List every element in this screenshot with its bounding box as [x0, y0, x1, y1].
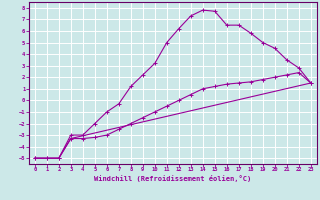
- X-axis label: Windchill (Refroidissement éolien,°C): Windchill (Refroidissement éolien,°C): [94, 175, 252, 182]
